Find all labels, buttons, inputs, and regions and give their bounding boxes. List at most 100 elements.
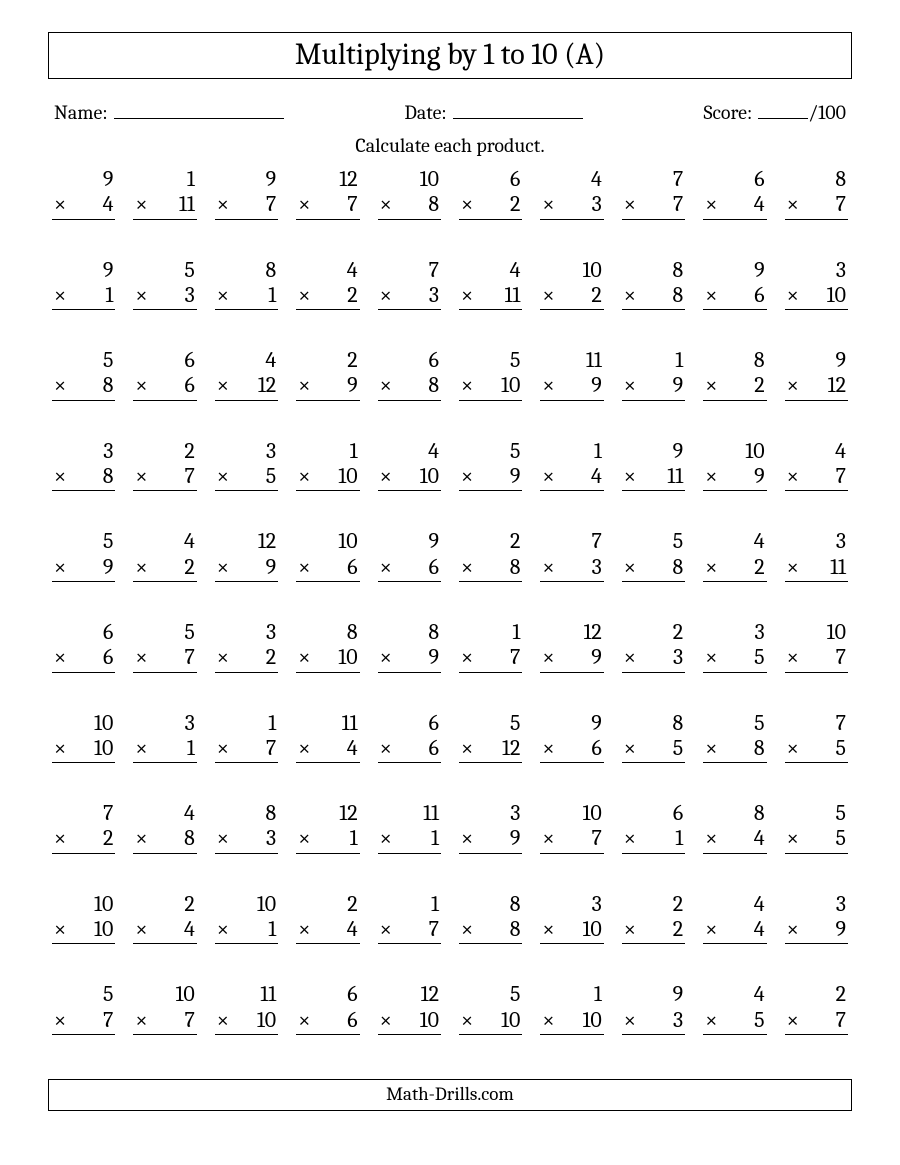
times-icon: ×	[215, 555, 229, 580]
multiplicand: 3	[703, 620, 766, 645]
multiplier: 5	[673, 735, 683, 761]
multiplier-row: × 7	[133, 464, 196, 491]
multiplication-problem: 4× 2	[703, 529, 766, 582]
multiplier-row: × 2	[540, 283, 603, 310]
times-icon: ×	[622, 192, 636, 217]
date-blank[interactable]	[453, 97, 583, 119]
multiplier: 10	[420, 463, 439, 489]
multiplier-row: × 2	[622, 917, 685, 944]
times-icon: ×	[540, 464, 554, 489]
multiplier: 9	[103, 554, 114, 580]
multiplicand: 4	[296, 258, 359, 283]
multiplier-row: × 4	[540, 464, 603, 491]
multiplier-row: × 10	[540, 917, 603, 944]
times-icon: ×	[52, 283, 66, 308]
times-icon: ×	[52, 826, 66, 851]
multiplication-problem: 1× 7	[215, 711, 278, 764]
multiplier: 2	[103, 825, 113, 851]
multiplicand: 7	[378, 258, 441, 283]
multiplier-row: × 12	[785, 373, 848, 400]
multiplication-problem: 5× 7	[52, 982, 115, 1035]
multiplication-problem: 10× 7	[540, 801, 603, 854]
multiplier: 5	[836, 825, 846, 851]
multiplier-row: × 6	[378, 555, 441, 582]
multiplication-problem: 12× 7	[296, 167, 359, 220]
multiplicand: 4	[133, 801, 196, 826]
multiplier: 9	[673, 372, 684, 398]
multiplier-row: × 2	[215, 645, 278, 672]
multiplier-row: × 10	[378, 464, 441, 491]
multiplication-problem: 8× 4	[703, 801, 766, 854]
multiplier: 7	[429, 916, 439, 942]
multiplier: 7	[836, 644, 846, 670]
multiplication-problem: 9× 7	[215, 167, 278, 220]
times-icon: ×	[378, 464, 392, 489]
multiplier: 12	[258, 372, 276, 398]
multiplication-problem: 7× 2	[52, 801, 115, 854]
multiplier: 4	[754, 916, 765, 942]
multiplier-row: × 8	[52, 464, 115, 491]
multiplier-row: × 5	[785, 736, 848, 763]
multiplication-problem: 11× 1	[378, 801, 441, 854]
multiplicand: 6	[622, 801, 685, 826]
multiplication-problem: 9× 4	[52, 167, 115, 220]
times-icon: ×	[133, 373, 147, 398]
times-icon: ×	[785, 917, 799, 942]
score-blank[interactable]	[758, 97, 808, 119]
multiplier-row: × 4	[296, 736, 359, 763]
multiplier: 2	[266, 644, 276, 670]
multiplication-problem: 4× 7	[785, 439, 848, 492]
multiplier: 9	[510, 825, 521, 851]
multiplication-problem: 9× 12	[785, 348, 848, 401]
multiplier: 3	[266, 825, 276, 851]
multiplicand: 11	[540, 348, 603, 373]
multiplier-row: × 10	[52, 736, 115, 763]
multiplication-problem: 2× 7	[133, 439, 196, 492]
multiplier: 7	[103, 1007, 113, 1033]
multiplication-problem: 10× 8	[378, 167, 441, 220]
multiplication-problem: 4× 2	[296, 258, 359, 311]
multiplicand: 4	[703, 892, 766, 917]
multiplicand: 9	[378, 529, 441, 554]
multiplication-problem: 5× 12	[459, 711, 522, 764]
multiplicand: 3	[785, 258, 848, 283]
multiplier-row: × 2	[703, 373, 766, 400]
multiplier-row: × 1	[133, 736, 196, 763]
multiplier-row: × 4	[52, 192, 115, 219]
multiplier-row: × 11	[622, 464, 685, 491]
multiplier-row: × 3	[215, 826, 278, 853]
multiplication-problem: 10× 7	[785, 620, 848, 673]
multiplier-row: × 3	[133, 283, 196, 310]
name-blank[interactable]	[114, 97, 284, 119]
multiplicand: 7	[540, 529, 603, 554]
multiplicand: 2	[785, 982, 848, 1007]
multiplicand: 1	[133, 167, 196, 192]
multiplier: 1	[675, 825, 683, 851]
multiplicand: 9	[622, 439, 685, 464]
times-icon: ×	[378, 826, 392, 851]
times-icon: ×	[296, 736, 310, 761]
times-icon: ×	[540, 192, 554, 217]
multiplier-row: × 3	[378, 283, 441, 310]
multiplier: 2	[591, 282, 601, 308]
times-icon: ×	[622, 645, 636, 670]
multiplicand: 6	[703, 167, 766, 192]
multiplicand: 8	[703, 348, 766, 373]
times-icon: ×	[703, 917, 717, 942]
multiplicand: 3	[785, 529, 848, 554]
multiplier-row: × 11	[459, 283, 522, 310]
multiplicand: 10	[296, 529, 359, 554]
multiplier: 6	[591, 735, 601, 761]
multiplier-row: × 3	[540, 192, 603, 219]
multiplier-row: × 5	[703, 645, 766, 672]
multiplicand: 4	[785, 439, 848, 464]
times-icon: ×	[133, 192, 147, 217]
multiplier: 10	[338, 644, 357, 670]
times-icon: ×	[296, 645, 310, 670]
multiplicand: 6	[459, 167, 522, 192]
multiplier-row: × 2	[703, 555, 766, 582]
multiplier-row: × 7	[378, 917, 441, 944]
multiplier: 7	[266, 191, 276, 217]
multiplier: 10	[94, 735, 113, 761]
multiplicand: 11	[215, 982, 278, 1007]
